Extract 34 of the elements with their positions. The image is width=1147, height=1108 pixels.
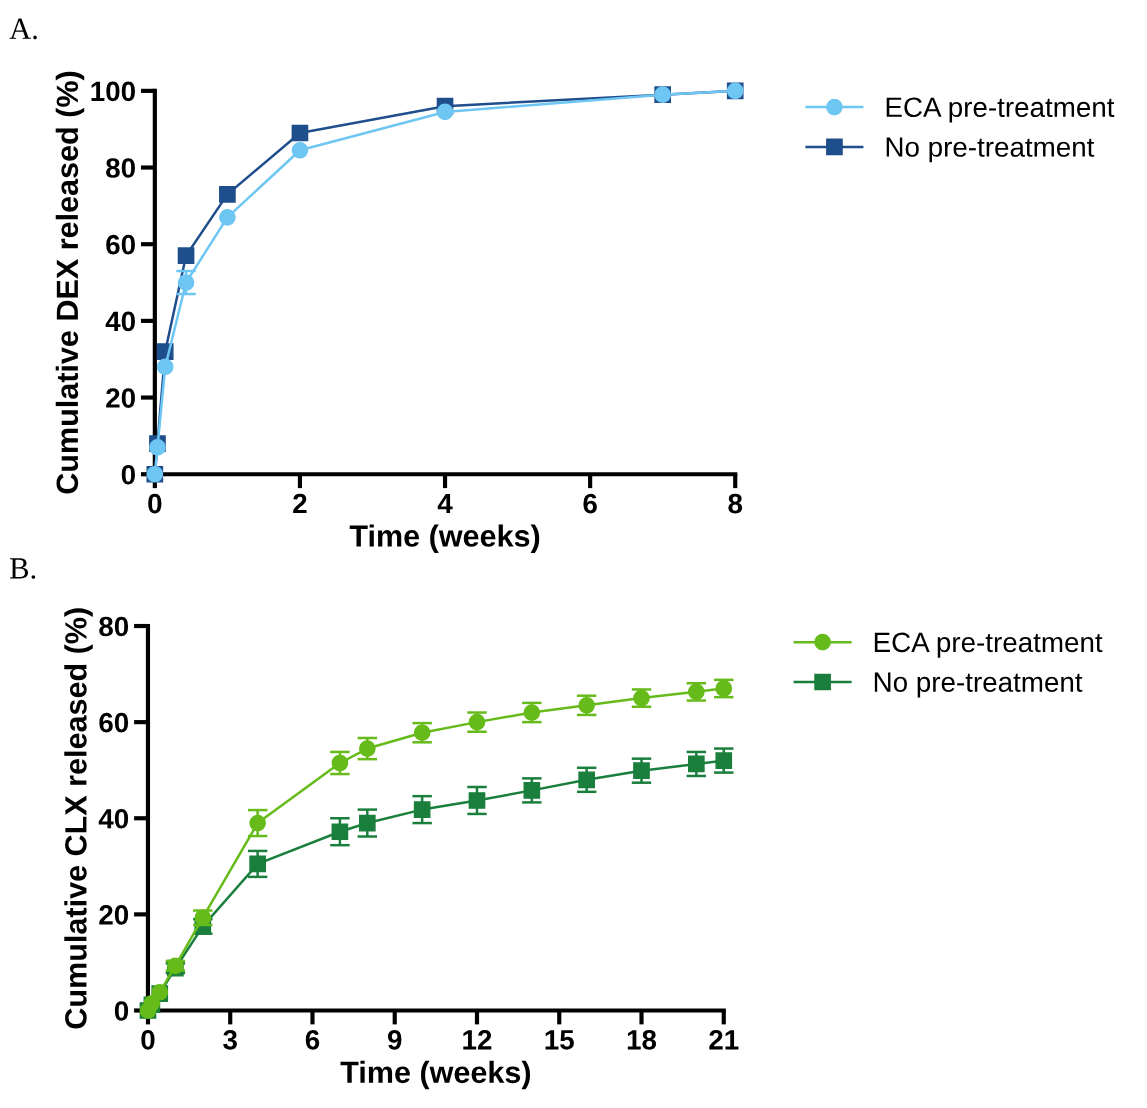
x-tick-label: 0 [148,493,162,514]
legend-label: ECA pre-treatment [874,632,1103,658]
text: A. [9,18,37,40]
x-tick-label: 8 [728,493,743,514]
x-axis-title: Time (weeks) [349,524,540,553]
x-tick-label: 6 [305,1029,320,1050]
x-tick-label: 9 [387,1029,402,1050]
x-tick-label: 4 [437,493,453,514]
x-axis-title: Time (weeks) [340,1060,531,1090]
legend-label: No pre-treatment [886,137,1095,163]
y-tick-label: 100 [91,81,135,102]
x-tick-label: 6 [583,493,597,514]
y-axis-title: Cumulative CLX released (%) [64,608,93,1029]
x-tick-label: 15 [545,1030,574,1050]
y-tick-label: 80 [106,158,135,178]
y-tick-label: 20 [99,905,129,925]
x-tick-label: 12 [463,1029,492,1050]
x-tick-label: 0 [141,1029,155,1050]
legend-label: No pre-treatment [874,672,1083,698]
y-axis-title: Cumulative DEX released (%) [55,71,85,494]
y-tick-label: 0 [121,464,135,485]
x-tick-label: 2 [293,493,307,514]
y-tick-label: 40 [105,311,135,332]
y-tick-label: 20 [106,388,135,408]
y-tick-label: 60 [99,712,129,733]
legend-label: ECA pre-treatment [886,97,1115,123]
text: B. [10,558,36,579]
y-tick-label: 80 [99,616,129,637]
y-tick-label: 40 [98,808,129,829]
y-tick-label: 60 [106,234,135,255]
x-tick-label: 21 [709,1029,739,1050]
x-tick-label: 3 [223,1029,237,1050]
y-tick-label: 0 [114,1001,129,1021]
x-tick-label: 18 [627,1029,657,1050]
